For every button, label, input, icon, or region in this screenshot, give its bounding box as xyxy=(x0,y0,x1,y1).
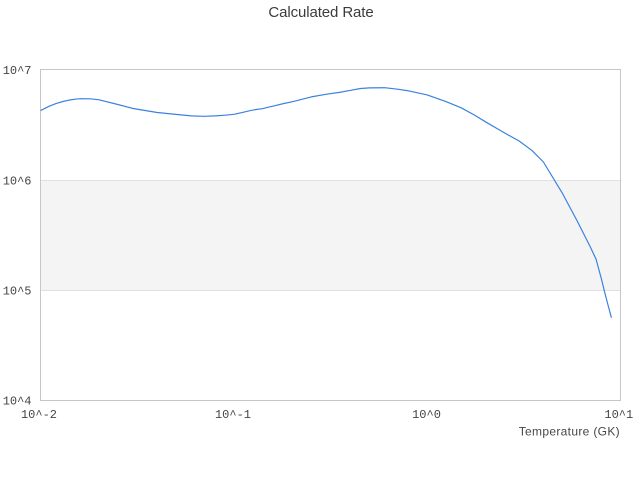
svg-text:10^6: 10^6 xyxy=(3,175,32,189)
svg-text:Calculated Rate: Calculated Rate xyxy=(268,4,373,21)
svg-text:10^-1: 10^-1 xyxy=(215,408,251,422)
svg-text:10^-2: 10^-2 xyxy=(21,408,57,422)
svg-text:10^1: 10^1 xyxy=(604,408,633,422)
svg-text:10^0: 10^0 xyxy=(412,408,441,422)
svg-text:10^7: 10^7 xyxy=(3,64,32,78)
svg-text:Temperature (GK): Temperature (GK) xyxy=(519,424,620,438)
svg-text:10^5: 10^5 xyxy=(3,284,32,298)
svg-text:10^4: 10^4 xyxy=(3,394,32,408)
